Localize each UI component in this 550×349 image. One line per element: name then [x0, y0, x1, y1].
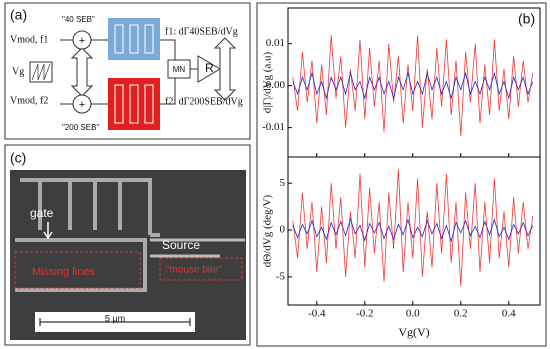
- y-tick-label: 0: [280, 224, 286, 236]
- x-axis-label: Vg(V): [398, 325, 429, 339]
- series-line: [292, 217, 534, 243]
- y-tick-label: -5: [276, 270, 286, 282]
- x-tick-label: -0.4: [308, 308, 326, 320]
- y-tick-label: 5: [280, 177, 286, 189]
- label: R: [205, 61, 214, 75]
- panel-frame: [256, 2, 547, 347]
- panel-label: (a): [10, 7, 27, 23]
- label: Vmod, f2: [10, 95, 48, 106]
- label: "40 SEB": [62, 15, 95, 24]
- junctions: [114, 24, 154, 124]
- sem-structure: [15, 178, 160, 292]
- series-line: [292, 35, 534, 137]
- label: Source: [162, 238, 200, 252]
- label: +: [79, 99, 85, 111]
- arrow: [43, 222, 53, 240]
- plot-frame: [287, 156, 541, 306]
- y-axis-label: d|Γ|/dVg (a.u): [262, 51, 274, 113]
- x-tick-label: 0.4: [502, 308, 516, 320]
- label: f1: dΓ40SEB/dVg: [165, 26, 238, 37]
- seb-40-box: [108, 18, 160, 60]
- label: gate: [30, 206, 54, 220]
- series-line: [292, 169, 534, 287]
- wire: [60, 39, 108, 105]
- label: Vg: [12, 66, 24, 77]
- x-tick-label: 0.2: [454, 308, 468, 320]
- label: MN: [173, 65, 186, 74]
- panel-a: (a) "40 SEB" "200 SEB" Vmod, f1 Vmod, f2…: [4, 2, 251, 140]
- scale-bar: [39, 318, 191, 326]
- wire: [160, 39, 176, 105]
- amplifier: [197, 55, 221, 83]
- x-tick-label: 0.0: [406, 308, 420, 320]
- series-line: [292, 71, 534, 100]
- label: "mouse bite": [166, 265, 222, 276]
- panel-b: -0.01 0.00 0.01 d|Γ|/dVg (a.u) -5 0 5 -0.4 -0.2 0…: [256, 2, 547, 347]
- panel-label: (b): [518, 11, 535, 27]
- label: Vmod, f1: [10, 34, 48, 45]
- arrow: [213, 37, 237, 101]
- label: Missing lines: [32, 266, 95, 278]
- label: "200 SEB": [62, 123, 99, 132]
- seb-200-box: [108, 78, 160, 130]
- x-tick-label: -0.2: [356, 308, 373, 320]
- panel-c: (c) gate Source Missing lines "mouse bit…: [4, 144, 251, 346]
- highlight: [159, 257, 243, 281]
- ramp: [31, 63, 51, 81]
- panel-label: (c): [10, 150, 26, 166]
- y-axis-label: dΘ/dVg (deg/V): [262, 194, 274, 267]
- label: 5 μm: [105, 313, 125, 323]
- highlight: [14, 251, 141, 289]
- sem-structure: [150, 238, 245, 258]
- y-tick-label: -0.01: [262, 121, 285, 133]
- label: +: [79, 35, 85, 47]
- y-tick-label: 0.00: [266, 79, 286, 91]
- label: f2: dΓ200SEB/dVg: [165, 96, 243, 107]
- y-tick-label: 0.01: [266, 37, 285, 49]
